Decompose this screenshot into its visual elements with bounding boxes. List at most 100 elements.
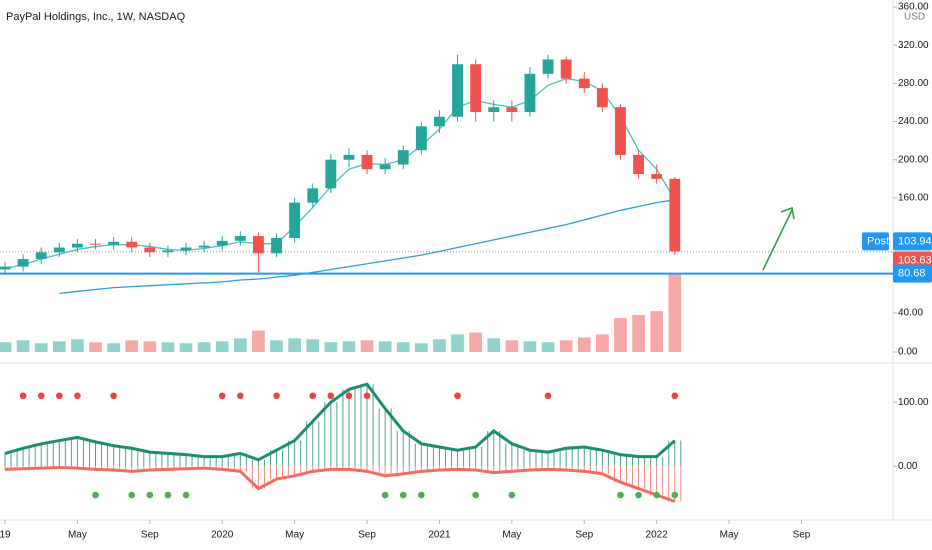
volume-bar [650, 311, 664, 352]
x-tick-label: Sep [141, 530, 159, 541]
volume-bar [197, 342, 211, 352]
signal-dot [617, 491, 624, 499]
volume-bar [306, 339, 320, 352]
candle-body [271, 237, 282, 254]
signal-dot [164, 491, 172, 499]
candle-body [506, 107, 518, 112]
x-tick-label: May [285, 530, 304, 541]
candle-body [144, 247, 156, 253]
x-tick-label: 19 [0, 530, 11, 541]
candle-body [470, 64, 482, 112]
chart-title: PayPal Holdings, Inc., 1W, NASDAQ [6, 11, 186, 23]
candle-body [289, 202, 301, 238]
volume-bar [107, 343, 120, 352]
post-price-label-box [893, 232, 932, 251]
x-tick-label: 2022 [646, 530, 669, 541]
x-tick-label: May [68, 530, 87, 541]
signal-dot [309, 392, 317, 400]
signal-dot [146, 491, 154, 499]
volume-bar [577, 337, 591, 352]
volume-bar [324, 342, 338, 352]
signal-dot [399, 491, 407, 499]
candle-body [615, 107, 626, 155]
signal-dot [635, 491, 642, 499]
signal-dot [237, 392, 244, 400]
signal-dot [56, 392, 63, 400]
signal-dot [671, 491, 679, 499]
volume-bar [270, 340, 283, 352]
volume-bar [342, 341, 356, 352]
volume-bar [487, 338, 501, 352]
candle-body [307, 188, 319, 203]
candle-body [596, 88, 608, 108]
level-label-box [893, 264, 932, 283]
volume-bar [34, 343, 48, 352]
volume-bar [668, 274, 682, 352]
candle-body [578, 78, 590, 89]
signal-dot [74, 392, 81, 400]
candle-body [415, 126, 427, 151]
candle-body [180, 247, 192, 251]
y-tick-label: 0.00 [898, 347, 918, 358]
volume-bar [614, 317, 627, 352]
volume-bar [360, 340, 374, 352]
volume-bar [125, 340, 139, 352]
candle-body [17, 258, 29, 267]
volume-bar [0, 342, 12, 352]
candle-body [524, 73, 536, 112]
x-tick-label: 2020 [211, 530, 234, 541]
volume-bar [541, 342, 555, 352]
candle-body [90, 243, 101, 245]
signal-dot [418, 491, 425, 499]
volume-bar [16, 340, 30, 352]
volume-bar [179, 343, 193, 352]
signal-dot [472, 491, 479, 499]
y-tick-label: 320.00 [898, 40, 929, 51]
volume-bar [451, 334, 464, 352]
post-label: Post [867, 235, 889, 247]
y-tick-label: 100.00 [898, 397, 929, 408]
x-tick-label: May [720, 530, 739, 541]
signal-dot [92, 491, 99, 499]
signal-dot [345, 392, 353, 400]
volume-bar [505, 340, 519, 352]
volume-bar [89, 342, 102, 352]
signal-dot [327, 392, 335, 400]
volume-bar [415, 343, 428, 352]
candle-body [379, 164, 391, 170]
volume-bar [143, 341, 157, 352]
volume-bar [632, 314, 645, 352]
currency-label: USD [904, 12, 925, 23]
candle-body [343, 154, 355, 160]
candle-body [0, 266, 11, 270]
candle-body [361, 154, 373, 170]
osc-line [4, 382, 676, 462]
y-tick-label: 40.00 [898, 308, 923, 319]
annotation-arrow [762, 206, 795, 271]
volume-bar [396, 342, 410, 352]
candle-body [542, 59, 554, 74]
volume-bar [233, 338, 247, 352]
signal-dot [273, 392, 280, 400]
candle-body [488, 107, 500, 112]
candle-body [216, 240, 228, 246]
volume-bar [52, 341, 66, 352]
y-tick-label: 160.00 [898, 193, 929, 204]
candle-body [108, 241, 120, 245]
post-label-box [862, 232, 889, 251]
candle-body [198, 245, 210, 248]
ma-line [59, 199, 675, 294]
x-tick-label: 2021 [428, 530, 451, 541]
level-label: 80.68 [898, 268, 926, 280]
volume-bar [252, 330, 265, 352]
volume-bar [161, 342, 175, 352]
y-tick-label: 360.00 [898, 2, 929, 13]
volume-bar [215, 341, 229, 352]
signal-dot [671, 392, 679, 400]
candle-body [53, 247, 65, 253]
volume-bar [469, 332, 482, 352]
signal-dot [544, 392, 552, 400]
signal-dot [37, 392, 45, 400]
signal-dot [653, 491, 660, 499]
